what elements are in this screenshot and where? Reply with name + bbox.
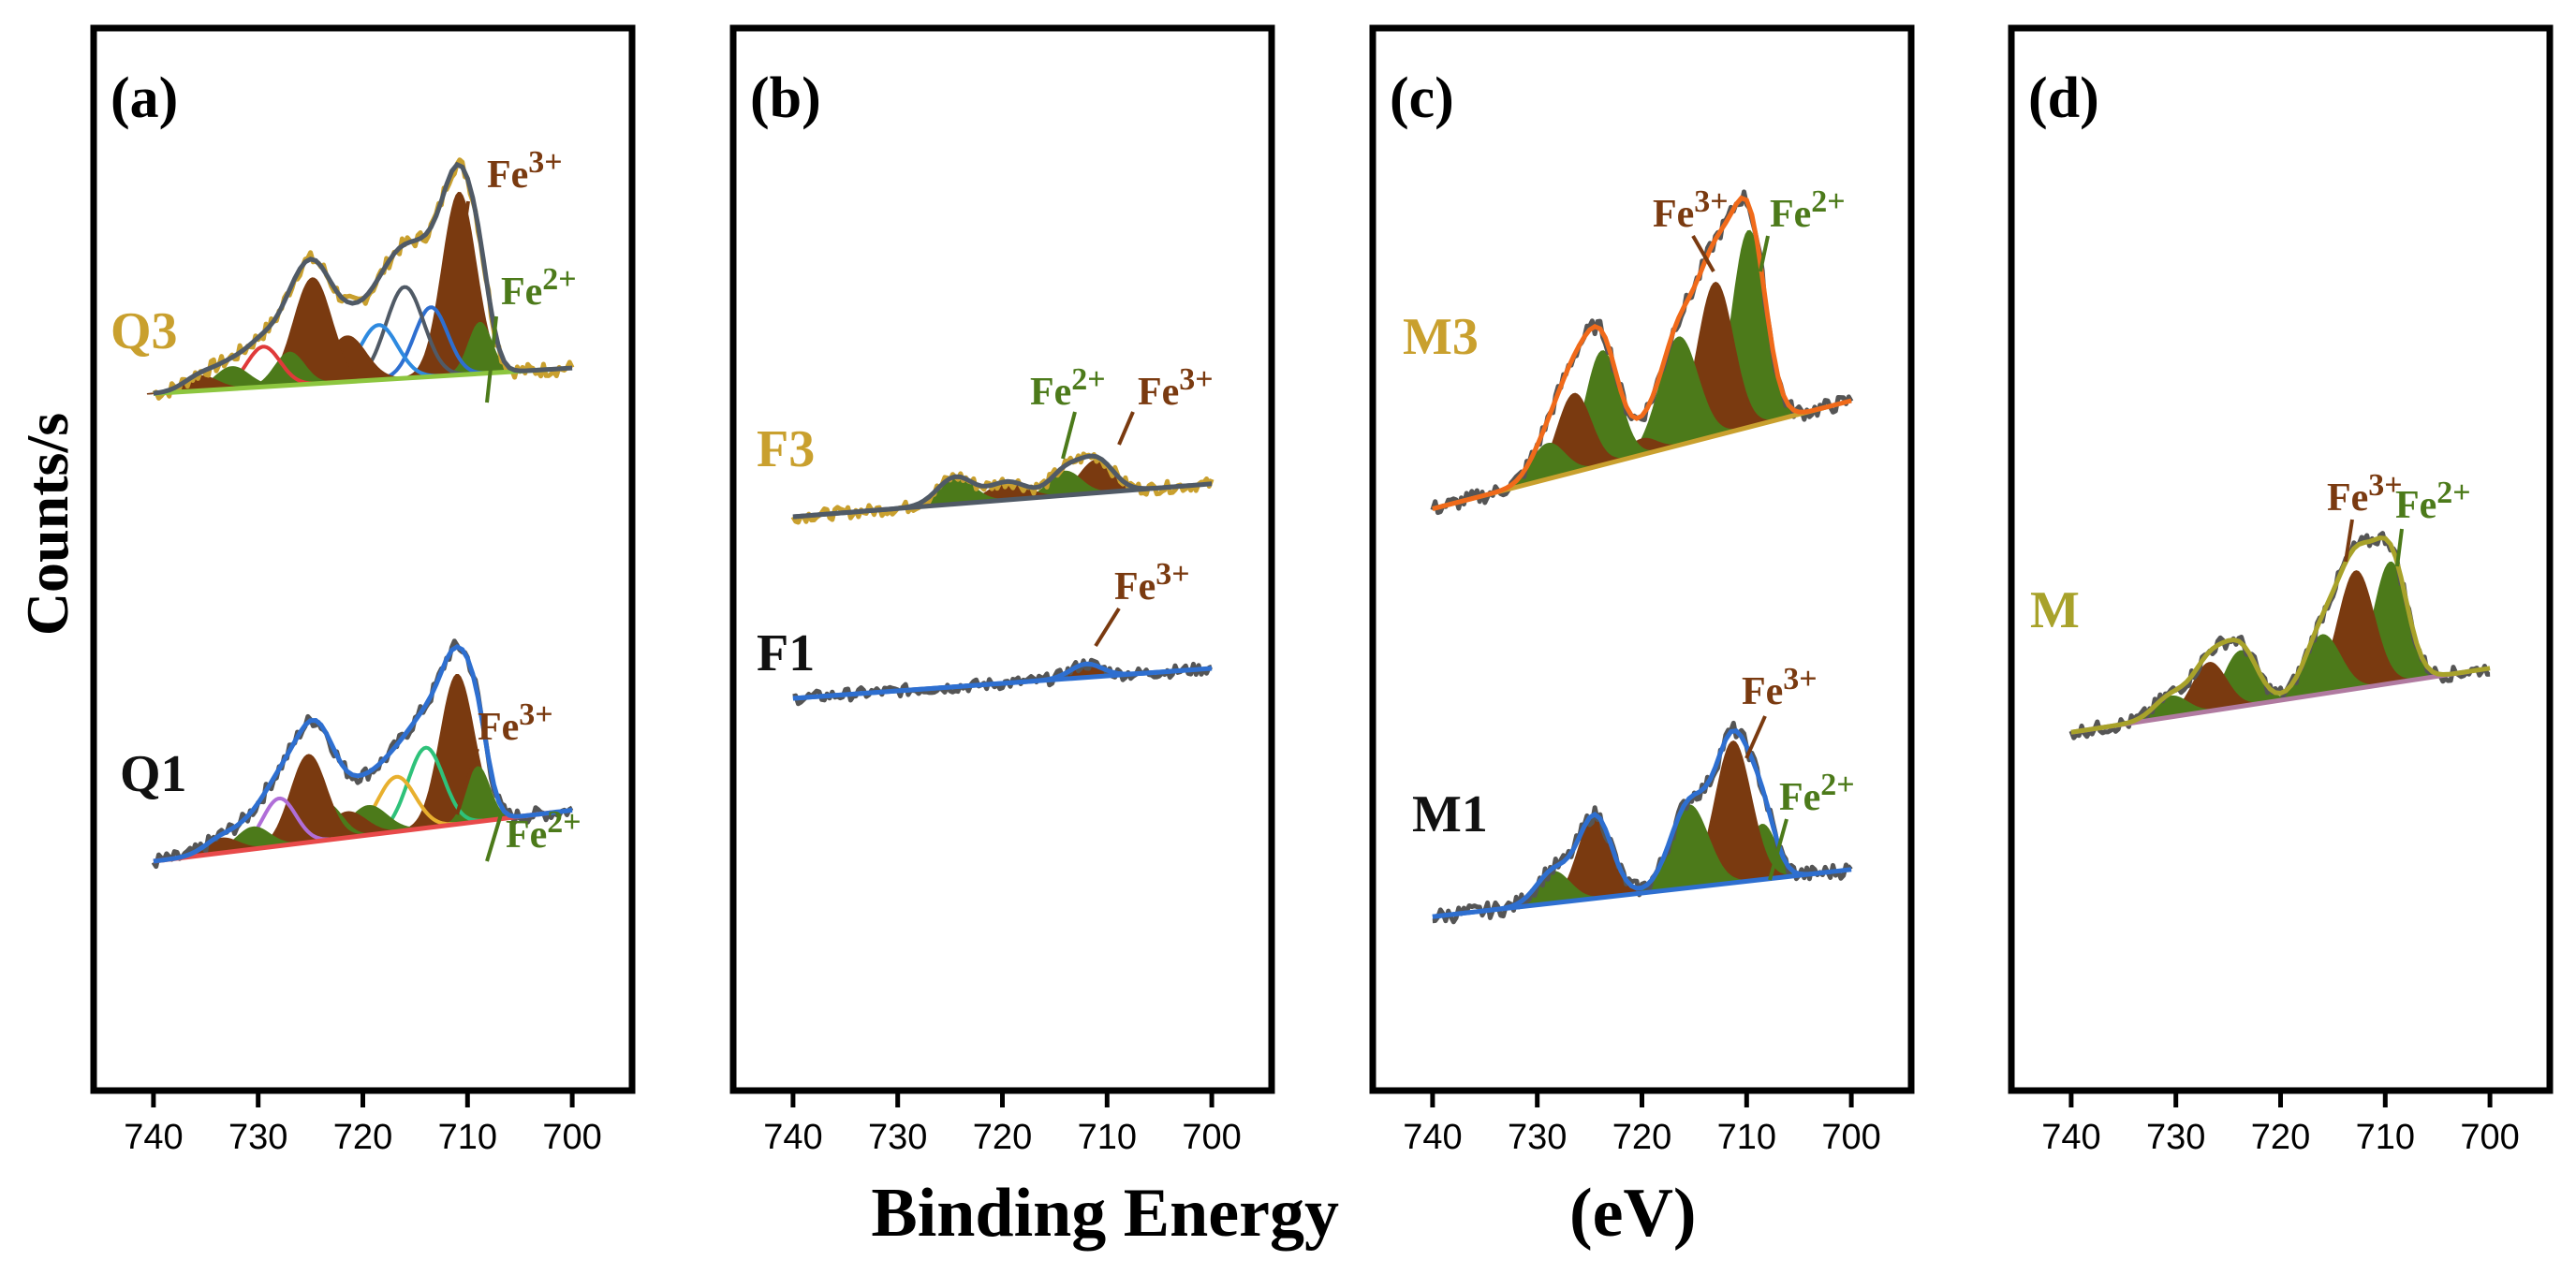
panel-frame bbox=[2008, 24, 2554, 1094]
sample-label: M bbox=[2030, 581, 2080, 639]
sample-label: F3 bbox=[757, 420, 815, 478]
x-tick-label: 730 bbox=[1508, 1118, 1567, 1157]
sample-label: M1 bbox=[1412, 785, 1488, 843]
x-tick-label: 740 bbox=[2041, 1118, 2100, 1157]
spectrum-M3: M3 Fe3+ Fe2+ bbox=[1403, 184, 1854, 516]
panel-tag: (b) bbox=[750, 66, 821, 130]
x-tick-label: 710 bbox=[438, 1118, 497, 1157]
ion-label: Fe3+ bbox=[2327, 468, 2403, 520]
ion-leader-line bbox=[2395, 528, 2404, 567]
background-line bbox=[2070, 668, 2470, 735]
ion-label: Fe2+ bbox=[1779, 768, 1855, 819]
sample-label: Q1 bbox=[120, 745, 187, 803]
spectrum-M1: M1 Fe3+ Fe2+ bbox=[1412, 662, 1855, 925]
panel-frame bbox=[90, 24, 636, 1094]
component-peak bbox=[404, 192, 514, 379]
ion-leader-line bbox=[2344, 519, 2354, 563]
x-tick-label: 720 bbox=[1612, 1118, 1671, 1157]
x-axis-label: Binding Energy bbox=[871, 1175, 1339, 1252]
x-tick-label: 700 bbox=[1821, 1118, 1880, 1157]
background-line bbox=[153, 366, 552, 396]
x-tick-label: 720 bbox=[2251, 1118, 2310, 1157]
y-axis-label: Counts/s bbox=[14, 413, 81, 636]
sample-label: Q3 bbox=[110, 302, 178, 360]
ion-label: Fe3+ bbox=[1653, 184, 1729, 236]
panel-3: (d) 740 730 720 710 700 M Fe3+Fe2+ bbox=[2008, 24, 2554, 1157]
panel-tag: (c) bbox=[1390, 66, 1454, 130]
raw-spectrum bbox=[2068, 531, 2491, 740]
fit-envelope bbox=[792, 453, 1213, 520]
spectrum-M: M Fe3+Fe2+ bbox=[2030, 468, 2491, 740]
x-tick-label: 730 bbox=[228, 1118, 287, 1157]
ion-leader-line bbox=[1744, 715, 1767, 759]
ion-leader-line bbox=[1691, 234, 1715, 273]
ion-leader-line bbox=[1768, 818, 1788, 881]
fit-envelope bbox=[792, 661, 1213, 701]
ion-label: Fe2+ bbox=[501, 262, 577, 314]
x-tick-label: 720 bbox=[333, 1118, 392, 1157]
x-tick-label: 740 bbox=[763, 1118, 822, 1157]
panel-frame bbox=[729, 24, 1275, 1094]
fit-envelope bbox=[153, 644, 573, 864]
raw-spectrum bbox=[1430, 189, 1854, 516]
x-tick-label: 740 bbox=[124, 1118, 183, 1157]
x-tick-label: 710 bbox=[1717, 1118, 1776, 1157]
x-tick-label: 700 bbox=[542, 1118, 601, 1157]
ion-label: Fe2+ bbox=[506, 805, 581, 857]
spectrum-Q3: Q3 Fe3+ Fe2+ bbox=[110, 145, 577, 403]
fit-envelope bbox=[1432, 195, 1852, 511]
fit-envelope bbox=[2070, 535, 2491, 735]
ion-leader-line bbox=[1061, 411, 1077, 460]
component-peak bbox=[377, 305, 485, 382]
ion-leader-line bbox=[485, 813, 503, 862]
ion-label: Fe3+ bbox=[1114, 557, 1190, 608]
panel-tag: (d) bbox=[2028, 66, 2099, 130]
x-tick-label: 710 bbox=[2356, 1118, 2415, 1157]
fit-envelope bbox=[1432, 728, 1852, 919]
x-axis-unit: (eV) bbox=[1569, 1175, 1697, 1252]
fit-envelope bbox=[153, 161, 573, 396]
panel-0: (a) 740 730 720 710 700 Q3 Fe3+ Fe2+ Q1 Fe3+ Fe2+ bbox=[90, 24, 636, 1157]
spectrum-F1: F1 Fe3+ bbox=[757, 557, 1213, 707]
panel-tag: (a) bbox=[110, 66, 178, 130]
ion-label: Fe2+ bbox=[1770, 184, 1846, 236]
panel-1: (b) 740 730 720 710 700 F3 Fe2+ Fe3+ F1 Fe3+ bbox=[729, 24, 1275, 1157]
ion-leader-line bbox=[1759, 235, 1770, 272]
ion-leader-line bbox=[1117, 411, 1135, 446]
x-tick-label: 730 bbox=[2146, 1118, 2205, 1157]
ion-label: Fe3+ bbox=[487, 145, 563, 197]
sample-label: F1 bbox=[757, 624, 815, 682]
panel-2: (c) 740 730 720 710 700 M3 Fe3+ Fe2+ M1 Fe3+ Fe2+ bbox=[1369, 24, 1915, 1157]
x-tick-label: 720 bbox=[973, 1118, 1032, 1157]
x-tick-label: 700 bbox=[1182, 1118, 1241, 1157]
spectrum-F3: F3 Fe2+ Fe3+ bbox=[757, 362, 1214, 525]
ion-label: Fe2+ bbox=[2395, 476, 2471, 527]
ion-label: Fe3+ bbox=[1742, 662, 1818, 713]
ion-label: Fe3+ bbox=[1138, 362, 1214, 414]
ion-leader-line bbox=[485, 315, 498, 403]
x-tick-label: 700 bbox=[2460, 1118, 2519, 1157]
ion-label: Fe2+ bbox=[1030, 362, 1106, 414]
ion-label: Fe3+ bbox=[478, 697, 553, 749]
spectrum-Q1: Q1 Fe3+ Fe2+ bbox=[120, 638, 581, 870]
ion-leader-line bbox=[1094, 607, 1121, 648]
ion-leader-line bbox=[455, 200, 470, 282]
panels: (a)740 730 720 710 700Q3Fe3+Fe2+Q1Fe3+Fe2+(b… bbox=[90, 24, 2554, 1157]
x-tick-label: 740 bbox=[1403, 1118, 1462, 1157]
sample-label: M3 bbox=[1403, 308, 1479, 366]
x-tick-label: 730 bbox=[868, 1118, 927, 1157]
background-line bbox=[153, 810, 552, 864]
x-tick-label: 710 bbox=[1078, 1118, 1137, 1157]
ion-leader-line bbox=[455, 748, 479, 815]
